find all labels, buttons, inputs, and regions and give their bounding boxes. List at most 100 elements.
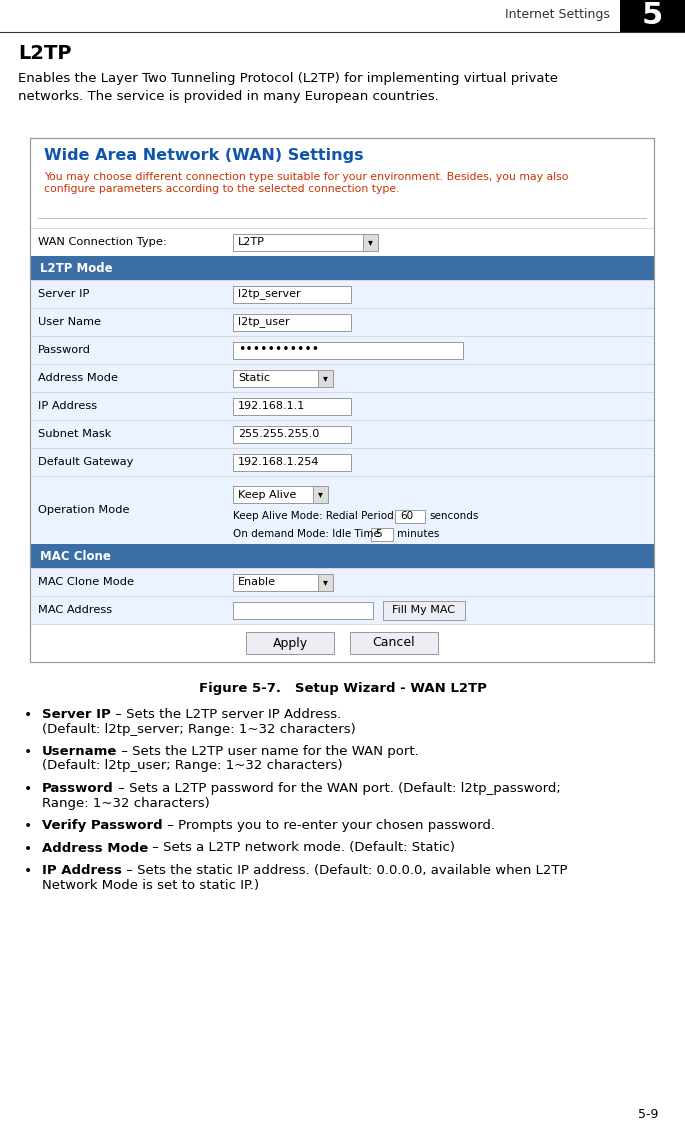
Bar	[313, 486, 328, 503]
Text: Cancel: Cancel	[373, 637, 415, 649]
Text: •: •	[24, 864, 32, 878]
Text: Range: 1~32 characters): Range: 1~32 characters)	[42, 796, 210, 810]
Bar	[30, 280, 654, 308]
Bar	[383, 601, 465, 620]
Text: 192.168.1.1: 192.168.1.1	[238, 401, 306, 411]
Text: Static: Static	[238, 373, 270, 383]
Text: Address Mode: Address Mode	[42, 841, 148, 855]
Bar	[30, 138, 654, 661]
Text: MAC Clone: MAC Clone	[40, 549, 111, 563]
Bar	[246, 632, 334, 654]
Bar	[350, 632, 438, 654]
Text: senconds: senconds	[429, 511, 478, 521]
Bar	[30, 420, 654, 448]
Bar	[233, 234, 378, 250]
Text: Password: Password	[42, 782, 114, 795]
Bar	[233, 426, 351, 442]
Text: 5: 5	[375, 529, 382, 539]
Bar	[233, 454, 351, 471]
Text: Fill My MAC: Fill My MAC	[393, 605, 456, 615]
Text: •••••••••••: •••••••••••	[238, 344, 319, 356]
Text: Enable: Enable	[238, 577, 276, 587]
Bar	[233, 341, 463, 358]
Text: Address Mode: Address Mode	[38, 373, 118, 383]
Text: – Sets the static IP address. (Default: 0.0.0.0, available when L2TP: – Sets the static IP address. (Default: …	[122, 864, 567, 877]
Text: (Default: l2tp_server; Range: 1~32 characters): (Default: l2tp_server; Range: 1~32 chara…	[42, 722, 356, 736]
Bar	[30, 596, 654, 624]
Text: Internet Settings: Internet Settings	[505, 8, 610, 21]
Text: Figure 5-7.   Setup Wizard - WAN L2TP: Figure 5-7. Setup Wizard - WAN L2TP	[199, 682, 486, 695]
Text: ▾: ▾	[368, 237, 373, 247]
Bar	[30, 392, 654, 420]
Bar	[318, 369, 333, 386]
Text: You may choose different connection type suitable for your environment. Besides,: You may choose different connection type…	[44, 172, 569, 182]
Bar	[233, 574, 333, 591]
Bar	[30, 138, 654, 661]
Bar	[371, 528, 393, 541]
Bar	[233, 398, 351, 414]
Text: Subnet Mask: Subnet Mask	[38, 429, 112, 439]
Bar	[30, 568, 654, 596]
Bar	[30, 336, 654, 364]
Text: L2TP Mode: L2TP Mode	[40, 262, 112, 274]
Text: MAC Address: MAC Address	[38, 605, 112, 615]
Text: IP Address: IP Address	[42, 864, 122, 877]
Bar	[233, 602, 373, 619]
Bar	[30, 364, 654, 392]
Text: L2TP: L2TP	[238, 237, 265, 247]
Text: – Sets the L2TP user name for the WAN port.: – Sets the L2TP user name for the WAN po…	[117, 745, 419, 758]
Text: 192.168.1.254: 192.168.1.254	[238, 457, 319, 467]
Text: L2TP: L2TP	[18, 44, 71, 63]
Text: ▾: ▾	[323, 577, 328, 587]
Text: l2tp_user: l2tp_user	[238, 317, 290, 328]
Bar	[233, 486, 328, 503]
Text: ▾: ▾	[318, 490, 323, 500]
Bar	[30, 228, 654, 256]
Text: l2tp_server: l2tp_server	[238, 289, 301, 300]
Bar	[233, 285, 351, 302]
Text: Network Mode is set to static IP.): Network Mode is set to static IP.)	[42, 878, 259, 892]
Bar	[318, 574, 333, 591]
Text: – Sets a L2TP network mode. (Default: Static): – Sets a L2TP network mode. (Default: St…	[148, 841, 456, 855]
Text: 255.255.255.0: 255.255.255.0	[238, 429, 319, 439]
Text: Operation Mode: Operation Mode	[38, 505, 129, 515]
Bar	[233, 369, 333, 386]
Text: Verify Password: Verify Password	[42, 819, 162, 832]
Text: Password: Password	[38, 345, 91, 355]
Text: – Prompts you to re-enter your chosen password.: – Prompts you to re-enter your chosen pa…	[162, 819, 495, 832]
Bar	[30, 476, 654, 544]
Text: (Default: l2tp_user; Range: 1~32 characters): (Default: l2tp_user; Range: 1~32 charact…	[42, 759, 342, 773]
Text: Enables the Layer Two Tunneling Protocol (L2TP) for implementing virtual private: Enables the Layer Two Tunneling Protocol…	[18, 72, 558, 103]
Text: MAC Clone Mode: MAC Clone Mode	[38, 577, 134, 587]
Bar	[30, 308, 654, 336]
Bar	[363, 234, 378, 250]
Text: Default Gateway: Default Gateway	[38, 457, 134, 467]
Text: On demand Mode: Idle Time: On demand Mode: Idle Time	[233, 529, 380, 539]
Text: IP Address: IP Address	[38, 401, 97, 411]
Text: 5-9: 5-9	[638, 1108, 658, 1121]
Text: ▾: ▾	[323, 374, 328, 383]
Text: Server IP: Server IP	[38, 289, 89, 299]
Bar	[620, 0, 685, 31]
Text: WAN Connection Type:: WAN Connection Type:	[38, 237, 166, 247]
Text: Apply: Apply	[273, 637, 308, 649]
Text: 60: 60	[400, 511, 413, 521]
Text: User Name: User Name	[38, 317, 101, 327]
Text: Wide Area Network (WAN) Settings: Wide Area Network (WAN) Settings	[44, 148, 364, 163]
Bar	[30, 256, 654, 280]
Bar	[30, 544, 654, 568]
Bar	[30, 448, 654, 476]
Text: configure parameters according to the selected connection type.: configure parameters according to the se…	[44, 184, 399, 194]
Text: – Sets the L2TP server IP Address.: – Sets the L2TP server IP Address.	[111, 707, 341, 721]
Text: •: •	[24, 819, 32, 833]
Text: – Sets a L2TP password for the WAN port. (Default: l2tp_password;: – Sets a L2TP password for the WAN port.…	[114, 782, 560, 795]
Text: •: •	[24, 841, 32, 856]
Text: •: •	[24, 745, 32, 759]
Text: minutes: minutes	[397, 529, 439, 539]
Bar	[395, 510, 425, 523]
Bar	[233, 313, 351, 330]
Text: Server IP: Server IP	[42, 707, 111, 721]
Text: •: •	[24, 782, 32, 796]
Text: Keep Alive Mode: Redial Period: Keep Alive Mode: Redial Period	[233, 511, 394, 521]
Text: Keep Alive: Keep Alive	[238, 490, 297, 500]
